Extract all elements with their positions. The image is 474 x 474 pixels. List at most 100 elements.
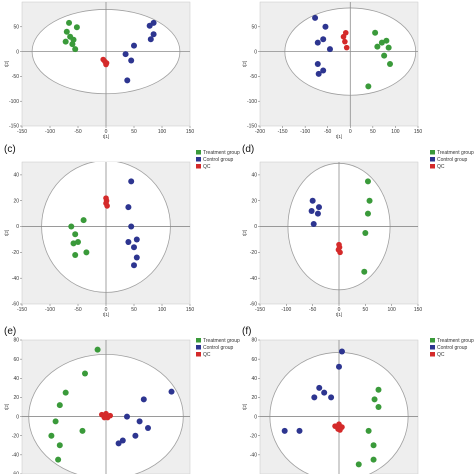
point-qc (343, 44, 350, 51)
panel-5: -60 -40 -20 0 20 40 60 80 t[2] (e) Treatment group… (4, 326, 240, 474)
legend-swatch-treatment (196, 338, 201, 343)
point-control (128, 223, 135, 230)
y-tick-label: 0 (254, 224, 257, 230)
y-tick-label: 40 (13, 173, 19, 179)
point-treatment (79, 427, 86, 434)
legend-label-treatment: Treatment group (437, 338, 474, 344)
point-control (326, 46, 333, 53)
y-tick-label: -150 (247, 124, 257, 130)
x-tick-label: 50 (131, 307, 137, 313)
panel-label: (d) (242, 144, 254, 155)
x-tick-label: -150 (278, 129, 288, 135)
point-treatment (372, 29, 379, 36)
y-tick-label: 20 (13, 395, 19, 401)
point-treatment (83, 249, 90, 256)
point-control (308, 208, 315, 215)
point-control (314, 210, 321, 217)
point-treatment (80, 217, 87, 224)
y-tick-label: -60 (250, 302, 257, 308)
point-control (131, 262, 137, 269)
x-tick-label: 0 (105, 307, 108, 313)
y-axis-label: t[2] (4, 230, 9, 236)
point-treatment (63, 28, 70, 35)
y-tick-label: -40 (12, 453, 19, 459)
point-qc (101, 414, 108, 421)
y-tick-label: 50 (251, 25, 257, 31)
x-tick-label: 0 (338, 307, 341, 313)
y-tick-label: -100 (247, 99, 257, 105)
point-treatment (56, 442, 63, 449)
point-control (315, 70, 322, 77)
x-axis-label: t[1] (103, 134, 109, 139)
y-tick-label: -20 (12, 433, 19, 439)
point-control (146, 22, 153, 29)
point-treatment (365, 83, 372, 90)
y-tick-label: 50 (13, 25, 19, 31)
point-treatment (374, 43, 381, 50)
x-tick-label: 100 (391, 129, 400, 135)
point-treatment (378, 39, 385, 46)
legend-label-qc: QC (437, 164, 445, 170)
point-treatment (68, 223, 75, 230)
legend-label-treatment: Treatment group (437, 150, 474, 156)
point-control (125, 204, 132, 211)
x-tick-label: -150 (17, 129, 27, 135)
legend-swatch-treatment (430, 338, 435, 343)
point-control (328, 394, 335, 401)
legend-label-control: Control group (203, 345, 234, 351)
legend-swatch-qc (196, 352, 201, 357)
panel-4: -60 -40 -20 0 20 40 -150 -100 -50 0 50 100 150 t[1] t[… (242, 144, 474, 317)
x-tick-label: -200 (255, 129, 265, 135)
legend-label-control: Control group (437, 345, 468, 351)
point-control (122, 51, 129, 58)
legend-swatch-qc (430, 164, 435, 169)
point-treatment (362, 230, 369, 236)
point-qc (104, 203, 110, 209)
x-tick-label: 100 (387, 307, 396, 313)
y-axis-label: t[2] (4, 404, 9, 410)
y-tick-label: 0 (16, 414, 19, 420)
panel-1: -150 -100 -50 0 50 -150 -100 -50 0 50 100 150 t[1] t[… (4, 1, 195, 139)
x-tick-label: 0 (349, 129, 352, 135)
x-tick-label: 50 (363, 307, 369, 313)
y-tick-label: -100 (9, 99, 19, 105)
y-tick-label: 0 (254, 49, 257, 55)
point-qc (342, 38, 348, 45)
point-control (115, 440, 122, 447)
point-treatment (361, 268, 368, 275)
point-treatment (94, 346, 101, 353)
panel-3: -60 -40 -20 0 20 40 -150 -100 -50 0 50 100 150 t[1] t[… (4, 144, 240, 317)
y-axis-label: t[2] (4, 61, 9, 67)
point-control (322, 23, 329, 30)
x-tick-label: -100 (45, 129, 55, 135)
point-treatment (48, 432, 55, 439)
point-control (311, 394, 318, 401)
point-qc (340, 33, 347, 40)
point-control (128, 57, 135, 64)
point-treatment (375, 386, 382, 393)
point-treatment (73, 24, 80, 31)
point-control (128, 178, 135, 185)
x-tick-label: 150 (186, 307, 195, 313)
x-tick-label: 150 (414, 129, 423, 135)
point-control (316, 384, 323, 391)
y-tick-label: -60 (12, 302, 19, 308)
x-tick-label: 150 (186, 129, 195, 135)
point-control (124, 77, 131, 84)
point-control (320, 67, 327, 74)
y-tick-label: -20 (250, 433, 257, 439)
point-control (314, 61, 321, 67)
point-control (131, 244, 137, 251)
point-treatment (385, 44, 392, 51)
legend-swatch-qc (196, 164, 201, 169)
y-tick-label: -50 (250, 74, 257, 80)
y-tick-label: 0 (16, 224, 19, 230)
legend-swatch-control (196, 157, 201, 162)
legend-swatch-treatment (430, 150, 435, 155)
point-treatment (72, 251, 79, 258)
point-treatment (69, 41, 76, 48)
point-control (131, 42, 137, 49)
